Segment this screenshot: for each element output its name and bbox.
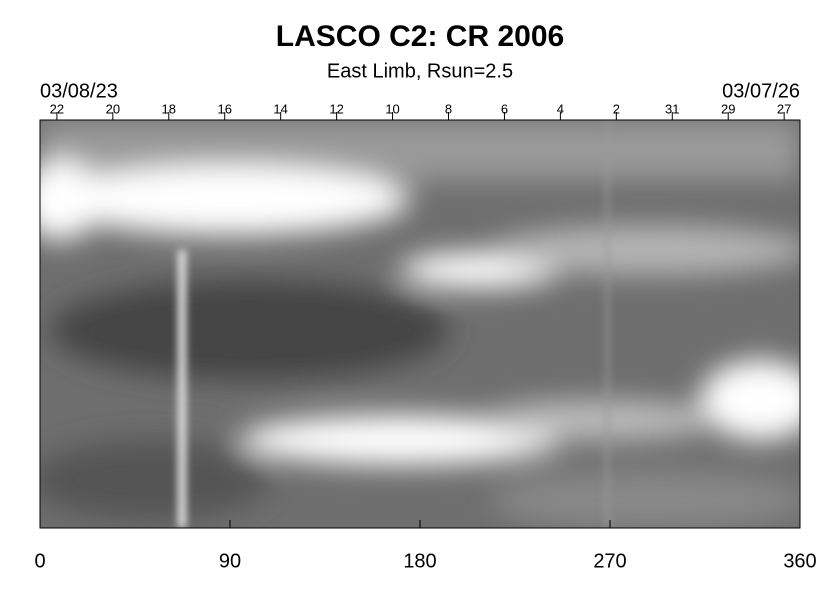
x2-tick-label: 12 xyxy=(329,101,343,116)
end-date: 03/07/26 xyxy=(722,80,800,102)
chart-subtitle: East Limb, Rsun=2.5 xyxy=(327,60,513,82)
x-tick-label: 90 xyxy=(219,550,241,572)
x2-tick-label: 16 xyxy=(217,101,231,116)
x-tick-label: 360 xyxy=(783,550,816,572)
x-tick-label: 0 xyxy=(34,550,45,572)
chart-title: LASCO C2: CR 2006 xyxy=(276,20,564,53)
synoptic-map xyxy=(40,120,800,528)
x-tick-label: 180 xyxy=(403,550,436,572)
x2-tick-label: 29 xyxy=(721,101,735,116)
x2-tick-label: 2 xyxy=(613,101,620,116)
x2-tick-label: 14 xyxy=(273,101,287,116)
start-date: 03/08/23 xyxy=(40,80,118,102)
x2-tick-label: 4 xyxy=(557,101,564,116)
x2-tick-label: 6 xyxy=(501,101,508,116)
x2-tick-label: 10 xyxy=(385,101,399,116)
x2-tick-label: 22 xyxy=(50,101,64,116)
x2-tick-label: 27 xyxy=(777,101,791,116)
x2-tick-label: 20 xyxy=(106,101,120,116)
x2-tick-label: 31 xyxy=(665,101,679,116)
x2-tick-label: 8 xyxy=(445,101,452,116)
x-tick-label: 270 xyxy=(593,550,626,572)
x2-tick-label: 18 xyxy=(162,101,176,116)
